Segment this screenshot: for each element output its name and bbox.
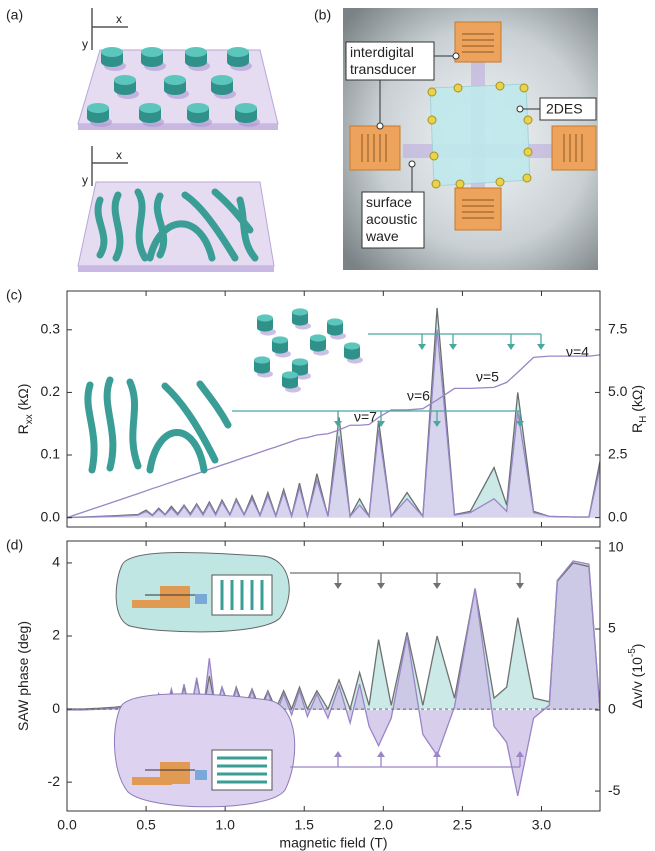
- label-part: H: [638, 416, 649, 423]
- label-line: acoustic: [366, 211, 417, 227]
- cylinder-top: [257, 314, 273, 321]
- y-tick-label: 2.5: [608, 446, 628, 462]
- panel-label: (d): [6, 537, 23, 553]
- axis-label: x: [116, 148, 122, 162]
- axis-label: y: [82, 37, 88, 51]
- x-tick-label: 1.0: [215, 817, 235, 833]
- y-tick-label: 4: [52, 554, 60, 570]
- annotation: ν=4: [566, 344, 589, 360]
- inset-c: [88, 308, 545, 470]
- panel-label: (c): [6, 287, 22, 303]
- cylinder-top: [101, 47, 123, 57]
- label-line: surface: [366, 194, 412, 210]
- y-tick-label: 10: [608, 539, 624, 555]
- cylinder-top: [141, 47, 163, 57]
- 2des-label: 2DES: [546, 101, 583, 117]
- label-line: interdigital: [350, 44, 414, 60]
- cylinder-top: [327, 318, 343, 325]
- cylinder-top: [282, 371, 298, 378]
- y-tick-label: 0.1: [41, 446, 61, 462]
- y-axis-label: Δv/v (10-5): [627, 644, 645, 709]
- x-tick-label: 0.0: [57, 817, 77, 833]
- cylinder-top: [235, 103, 257, 113]
- sample-icon: [212, 750, 272, 790]
- cylinder-top: [139, 103, 161, 113]
- label-part: R: [15, 424, 31, 434]
- x-tick-label: 2.5: [453, 817, 473, 833]
- y-tick-label: 0.3: [41, 321, 61, 337]
- x-tick-label: 1.5: [295, 817, 315, 833]
- panel-a: x y x y: [78, 8, 278, 272]
- label-part: SAW phase (deg): [15, 621, 31, 731]
- transducer-label: interdigital transducer: [350, 44, 418, 77]
- axis-label: y: [82, 173, 88, 187]
- x-tick-label: 3.0: [532, 817, 552, 833]
- label-part: R: [629, 423, 645, 433]
- cylinder-top: [187, 103, 209, 113]
- cylinder-top: [211, 75, 233, 85]
- cylinder-top: [292, 358, 308, 365]
- label-part: (kΩ): [629, 385, 645, 416]
- y-axis-label: Rxx (kΩ): [15, 384, 35, 435]
- cylinder-top: [310, 334, 326, 341]
- label-part: (kΩ): [15, 384, 31, 415]
- 2des-mesa: [430, 84, 530, 186]
- y-tick-label: 0.2: [41, 383, 61, 399]
- y-tick-label: 0.0: [608, 508, 628, 524]
- y-tick-label: 0.0: [41, 508, 61, 524]
- y-tick-label: 7.5: [608, 321, 628, 337]
- y-tick-label: 5.0: [608, 383, 628, 399]
- label-part: Δv/v (10: [629, 657, 645, 709]
- x-tick-label: 0.5: [136, 817, 156, 833]
- y-tick-label: -5: [608, 782, 621, 798]
- x-axis-label: magnetic field (T): [279, 835, 387, 851]
- cylinder-top: [164, 75, 186, 85]
- panel-b: interdigital transducer 2DES surface aco…: [343, 8, 598, 270]
- axis-label: x: [116, 12, 122, 26]
- y-tick-label: -2: [48, 773, 61, 789]
- cylinder-top: [292, 308, 308, 315]
- figure: (a) (b) (c) (d) x y x y: [0, 0, 655, 851]
- cylinder-top: [272, 336, 288, 343]
- label-line: wave: [365, 228, 399, 244]
- chart: 0.0 0.5 1.0 1.5 2.0 2.5 3.0 -2 0 2 4 -5 0 5 10 magnetic…: [15, 539, 645, 851]
- cylinder-top: [254, 356, 270, 363]
- y-tick-label: 0: [52, 700, 60, 716]
- y-axis-label: SAW phase (deg): [15, 621, 31, 731]
- y-tick-label: 2: [52, 627, 60, 643]
- label-part: ): [629, 644, 645, 649]
- y-tick-label: 5: [608, 620, 616, 636]
- x-tick-label: 2.0: [374, 817, 394, 833]
- y-tick-label: 0: [608, 701, 616, 717]
- slab-edge: [78, 266, 274, 272]
- cylinder-top: [344, 342, 360, 349]
- stripes-cartoon: [88, 380, 228, 470]
- label-part: xx: [24, 414, 35, 424]
- cylinder-top: [227, 47, 249, 57]
- cylinder-top: [114, 75, 136, 85]
- cylinder-top: [87, 103, 109, 113]
- annotation: ν=5: [476, 369, 499, 385]
- annotation: ν=6: [407, 388, 430, 404]
- panel-label: (b): [314, 7, 331, 23]
- label-line: transducer: [350, 61, 416, 77]
- cylinder-top: [185, 47, 207, 57]
- panel-label: (a): [6, 7, 23, 23]
- y-axis-label: RH (kΩ): [629, 385, 649, 433]
